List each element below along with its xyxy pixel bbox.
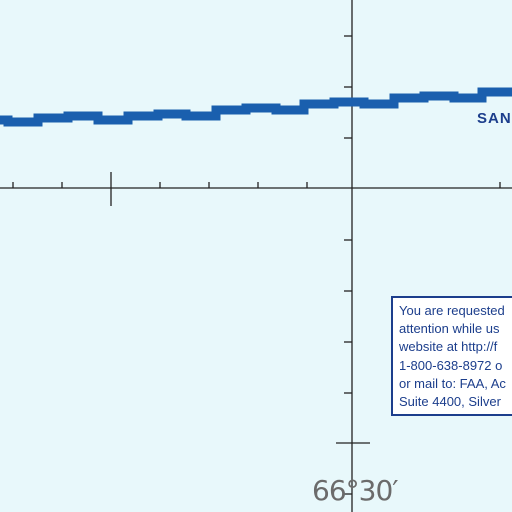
notice-line: Suite 4400, Silver [399, 393, 512, 411]
notice-link-line[interactable]: website at http://f [399, 338, 512, 356]
notice-line: attention while us [399, 320, 512, 338]
latitude-ticks [13, 172, 500, 206]
notice-line: You are requested [399, 302, 512, 320]
notice-line: 1-800-638-8972 o [399, 357, 512, 375]
longitude-label: 66°30′ [312, 474, 398, 507]
faa-notice-box: You are requested attention while us web… [391, 296, 512, 416]
boundary-band [0, 92, 512, 122]
boundary-label: SAN [477, 110, 512, 127]
notice-line: or mail to: FAA, Ac [399, 375, 512, 393]
